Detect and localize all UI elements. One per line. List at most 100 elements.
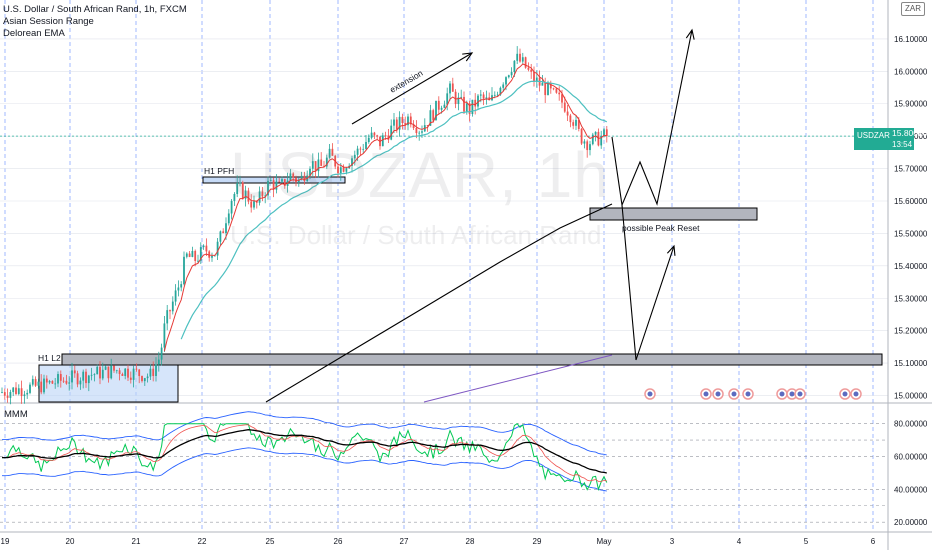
extension-arrow-head xyxy=(462,52,474,62)
osc-main-line xyxy=(1,422,608,492)
candle-body xyxy=(34,379,37,386)
candle-body xyxy=(440,107,443,110)
candle-body xyxy=(317,159,320,172)
candle-body xyxy=(527,67,530,70)
candle-body xyxy=(227,213,230,224)
candle-body xyxy=(219,231,222,242)
candle-body xyxy=(278,181,281,183)
candle-body xyxy=(283,179,286,186)
candle-body xyxy=(600,136,603,146)
osc-tick-label: 80.00000 xyxy=(894,420,928,429)
candle-body xyxy=(188,253,191,257)
candle-body xyxy=(393,119,395,126)
arrow-head-lower xyxy=(666,244,676,256)
candle-body xyxy=(124,368,127,376)
candle-body xyxy=(426,125,429,126)
oscillator-legend[interactable]: MMM xyxy=(4,409,28,420)
price-tag-countdown: 13:54 xyxy=(892,140,913,149)
candle-body xyxy=(213,255,216,257)
price-tag-value: 15.80020 xyxy=(892,128,928,138)
event-flag-dot xyxy=(731,391,737,397)
candle-body xyxy=(71,370,73,383)
candle-body xyxy=(437,100,440,110)
candle-body xyxy=(351,158,353,166)
candle-body xyxy=(580,128,583,144)
candle-body xyxy=(395,119,398,130)
candle-body xyxy=(303,175,306,182)
candle-body xyxy=(96,366,99,375)
event-flag-dot xyxy=(797,391,803,397)
candle-body xyxy=(31,379,34,385)
candle-body xyxy=(233,193,236,201)
candle-body xyxy=(107,366,110,379)
candle-body xyxy=(499,87,502,95)
chart-legend: U.S. Dollar / South African Rand, 1h, FX… xyxy=(3,4,187,40)
candle-body xyxy=(241,182,244,199)
candle-body xyxy=(521,57,524,62)
candle-body xyxy=(205,245,208,252)
candle-body xyxy=(121,374,124,376)
candle-body xyxy=(418,132,421,134)
candle-body xyxy=(563,102,566,112)
candle-body xyxy=(325,157,328,167)
candle-body xyxy=(572,122,575,126)
candle-body xyxy=(149,368,152,377)
trend-curve xyxy=(265,203,613,403)
candle-body xyxy=(68,382,71,384)
candle-body xyxy=(594,131,597,135)
legend-title[interactable]: U.S. Dollar / South African Rand, 1h, FX… xyxy=(3,4,187,15)
candle-body xyxy=(435,100,437,121)
candle-body xyxy=(482,94,485,99)
candle-body xyxy=(85,371,87,384)
candle-body xyxy=(253,201,255,208)
candle-body xyxy=(59,374,62,381)
candle-body xyxy=(314,161,317,172)
candle-body xyxy=(502,84,505,88)
projection-path-lower xyxy=(621,204,675,361)
candle-body xyxy=(384,135,387,137)
candle-body xyxy=(479,94,482,96)
candle-body xyxy=(605,129,608,137)
candle-body xyxy=(404,123,407,126)
candle-body xyxy=(353,154,356,159)
candle-body xyxy=(449,83,451,94)
candle-body xyxy=(415,128,418,134)
candle-body xyxy=(157,359,160,365)
candle-body xyxy=(43,378,45,393)
annotation-lines xyxy=(265,28,695,403)
candle-body xyxy=(62,380,65,382)
time-tick-label: May xyxy=(596,537,611,546)
candle-body xyxy=(513,60,516,73)
candle-body xyxy=(345,168,348,172)
candle-body xyxy=(555,88,558,93)
price-tick-label: 15.10000 xyxy=(894,359,928,368)
candle-body xyxy=(575,119,577,126)
candle-body xyxy=(507,75,510,78)
candle-body xyxy=(15,387,17,394)
candle-body xyxy=(247,190,250,202)
h1-l2-zone xyxy=(61,353,883,366)
candle-body xyxy=(323,165,325,167)
candle-body xyxy=(589,144,591,151)
candle-body xyxy=(194,250,197,261)
candle-body xyxy=(552,88,555,90)
candle-body xyxy=(569,115,572,123)
h1-l2-label: H1 L2 xyxy=(38,353,61,363)
price-tick-label: 15.20000 xyxy=(894,327,928,336)
candle-body xyxy=(138,369,141,377)
candle-body xyxy=(535,77,538,82)
arrow-head-upper xyxy=(685,28,695,40)
candle-body xyxy=(421,131,423,133)
candle-body xyxy=(45,378,48,383)
candle-body xyxy=(57,374,59,384)
candle-body xyxy=(485,97,488,99)
candle-body xyxy=(558,92,561,95)
candle-body xyxy=(3,392,6,396)
candle-body xyxy=(331,148,334,156)
currency-badge[interactable]: ZAR xyxy=(901,2,925,16)
time-tick-label: 20 xyxy=(66,537,75,546)
legend-indicator-asian-range[interactable]: Asian Session Range xyxy=(3,16,94,27)
candle-body xyxy=(26,392,29,395)
legend-indicator-ema[interactable]: Delorean EMA xyxy=(3,28,65,39)
